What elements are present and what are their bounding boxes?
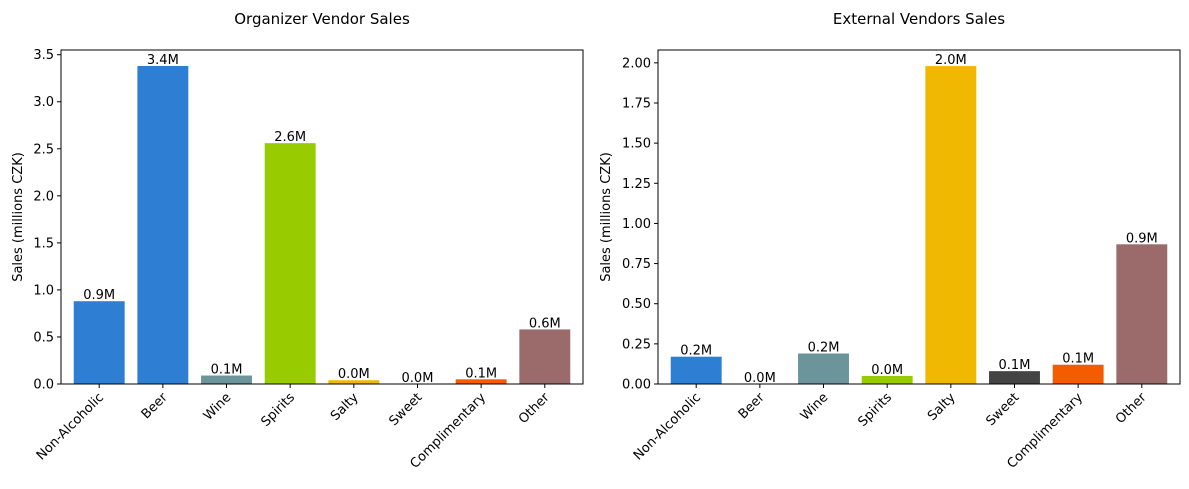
x-tick-label-sweet: Sweet bbox=[386, 390, 425, 429]
x-tick-label-wine: Wine bbox=[798, 390, 832, 424]
y-tick-label: 2.00 bbox=[622, 56, 651, 71]
y-tick-label: 1.0 bbox=[33, 283, 54, 298]
y-tick-label: 1.50 bbox=[622, 137, 651, 152]
bar-sweet bbox=[989, 371, 1040, 384]
data-label-complimentary: 0.1M bbox=[465, 366, 497, 381]
y-tick-label: 0.75 bbox=[622, 257, 651, 272]
bar-salty bbox=[328, 380, 380, 384]
x-tick-label-salty: Salty bbox=[328, 390, 362, 424]
external-chart: External Vendors Sales Sales (millions CZ… bbox=[599, 10, 1181, 472]
y-tick-label: 0.0 bbox=[33, 378, 54, 393]
external-chart-title: External Vendors Sales bbox=[833, 10, 1005, 28]
bar-spirits bbox=[861, 375, 913, 384]
y-tick-label: 3.0 bbox=[33, 95, 54, 110]
y-tick-label: 3.5 bbox=[33, 48, 54, 63]
data-label-salty: 2.0M bbox=[935, 53, 967, 68]
bar-complimentary bbox=[455, 379, 507, 384]
data-label-sweet: 0.1M bbox=[999, 358, 1031, 373]
bar-non-alcoholic bbox=[73, 301, 125, 384]
bar-salty bbox=[925, 66, 977, 385]
bar-wine bbox=[201, 375, 252, 384]
data-label-other: 0.6M bbox=[529, 316, 561, 331]
bar-non-alcoholic bbox=[670, 356, 722, 384]
data-label-other: 0.9M bbox=[1126, 231, 1158, 246]
y-tick-label: 0.25 bbox=[622, 337, 651, 352]
bar-other bbox=[519, 329, 571, 384]
organizer-chart: Organizer Vendor Sales Sales (millions CZ… bbox=[11, 10, 584, 472]
data-label-spirits: 2.6M bbox=[274, 130, 306, 145]
y-tick-label: 1.00 bbox=[622, 217, 651, 232]
external-plot-frame bbox=[657, 49, 1181, 385]
y-tick-label: 1.75 bbox=[622, 96, 651, 111]
x-tick-label-sweet: Sweet bbox=[983, 390, 1022, 429]
y-tick-label: 1.25 bbox=[622, 177, 651, 192]
organizer-y-axis-label: Sales (millions CZK) bbox=[11, 152, 26, 282]
x-tick-label-spirits: Spirits bbox=[855, 390, 895, 430]
x-tick-label-beer: Beer bbox=[139, 390, 171, 422]
x-tick-label-wine: Wine bbox=[201, 390, 235, 424]
x-tick-label-non-alcoholic: Non-Alcoholic bbox=[34, 390, 107, 463]
x-tick-label-salty: Salty bbox=[925, 390, 959, 424]
y-tick-label: 0.5 bbox=[33, 330, 54, 345]
y-tick-label: 0.00 bbox=[622, 378, 651, 393]
x-tick-label-other: Other bbox=[1113, 390, 1150, 427]
y-tick-label: 0.50 bbox=[622, 297, 651, 312]
y-tick-label: 2.0 bbox=[33, 189, 54, 204]
data-label-beer: 3.4M bbox=[147, 53, 179, 68]
organizer-plot-frame bbox=[60, 49, 584, 385]
bar-complimentary bbox=[1052, 364, 1104, 384]
bar-beer bbox=[137, 65, 189, 384]
data-label-salty: 0.0M bbox=[338, 367, 370, 382]
bar-wine bbox=[798, 353, 849, 384]
data-label-non-alcoholic: 0.9M bbox=[83, 288, 115, 303]
data-label-wine: 0.1M bbox=[211, 363, 243, 378]
x-tick-label-non-alcoholic: Non-Alcoholic bbox=[631, 390, 704, 463]
organizer-chart-title: Organizer Vendor Sales bbox=[234, 10, 410, 28]
data-label-beer: 0.0M bbox=[744, 371, 776, 386]
bar-spirits bbox=[264, 143, 316, 384]
data-label-wine: 0.2M bbox=[808, 340, 840, 355]
x-tick-label-spirits: Spirits bbox=[258, 390, 298, 430]
x-tick-label-beer: Beer bbox=[736, 390, 768, 422]
x-tick-label-other: Other bbox=[516, 390, 553, 427]
y-tick-label: 1.5 bbox=[33, 236, 54, 251]
y-tick-label: 2.5 bbox=[33, 142, 54, 157]
data-label-non-alcoholic: 0.2M bbox=[680, 344, 712, 359]
data-label-complimentary: 0.1M bbox=[1062, 352, 1094, 367]
external-y-axis-label: Sales (millions CZK) bbox=[599, 152, 614, 282]
data-label-sweet: 0.0M bbox=[402, 371, 434, 386]
bar-other bbox=[1116, 244, 1168, 384]
data-label-spirits: 0.0M bbox=[871, 363, 903, 378]
